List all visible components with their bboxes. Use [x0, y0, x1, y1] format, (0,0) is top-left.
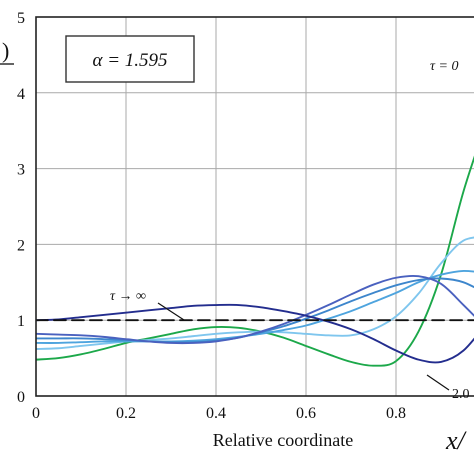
x-tick-label: 0.6: [296, 405, 316, 422]
x-tick-label: 0.4: [206, 405, 226, 422]
plot-frame: [35, 16, 474, 397]
y-tick-label: 0: [17, 389, 25, 406]
alpha-box: α = 1.595: [65, 35, 195, 83]
tau-zero-label: τ = 0: [430, 59, 458, 74]
y-tick-label: 2: [17, 237, 25, 254]
series-line-3: [36, 269, 474, 344]
series-line-6: [36, 303, 474, 364]
y-tick-label: 5: [17, 10, 25, 27]
y-tick-label: 4: [17, 86, 25, 103]
alpha-label: α = 1.595: [92, 50, 167, 71]
tau-inf-label: τ → ∞: [110, 289, 146, 304]
x-tick-label: 0: [32, 405, 40, 422]
tau-2-label: 2.0: [452, 387, 470, 402]
series-line-5: [36, 274, 474, 345]
x-axis-label: Relative coordinate: [213, 430, 353, 450]
y-axis-label-fragment: ): [2, 38, 9, 63]
tau-inf-pointer: [157, 302, 185, 321]
x-tick-label: 0.2: [116, 405, 136, 422]
series-group: [36, 155, 474, 367]
y-tick-label: 1: [17, 313, 25, 330]
tick-labels: 0 0.2 0.4 0.6 0.8 0 1 2 3 4 5: [17, 10, 406, 422]
y-tick-label: 3: [17, 162, 25, 179]
x-axis-symbol: x/: [445, 426, 468, 455]
tau-2-pointer: [426, 374, 450, 391]
x-tick-label: 0.8: [386, 405, 406, 422]
